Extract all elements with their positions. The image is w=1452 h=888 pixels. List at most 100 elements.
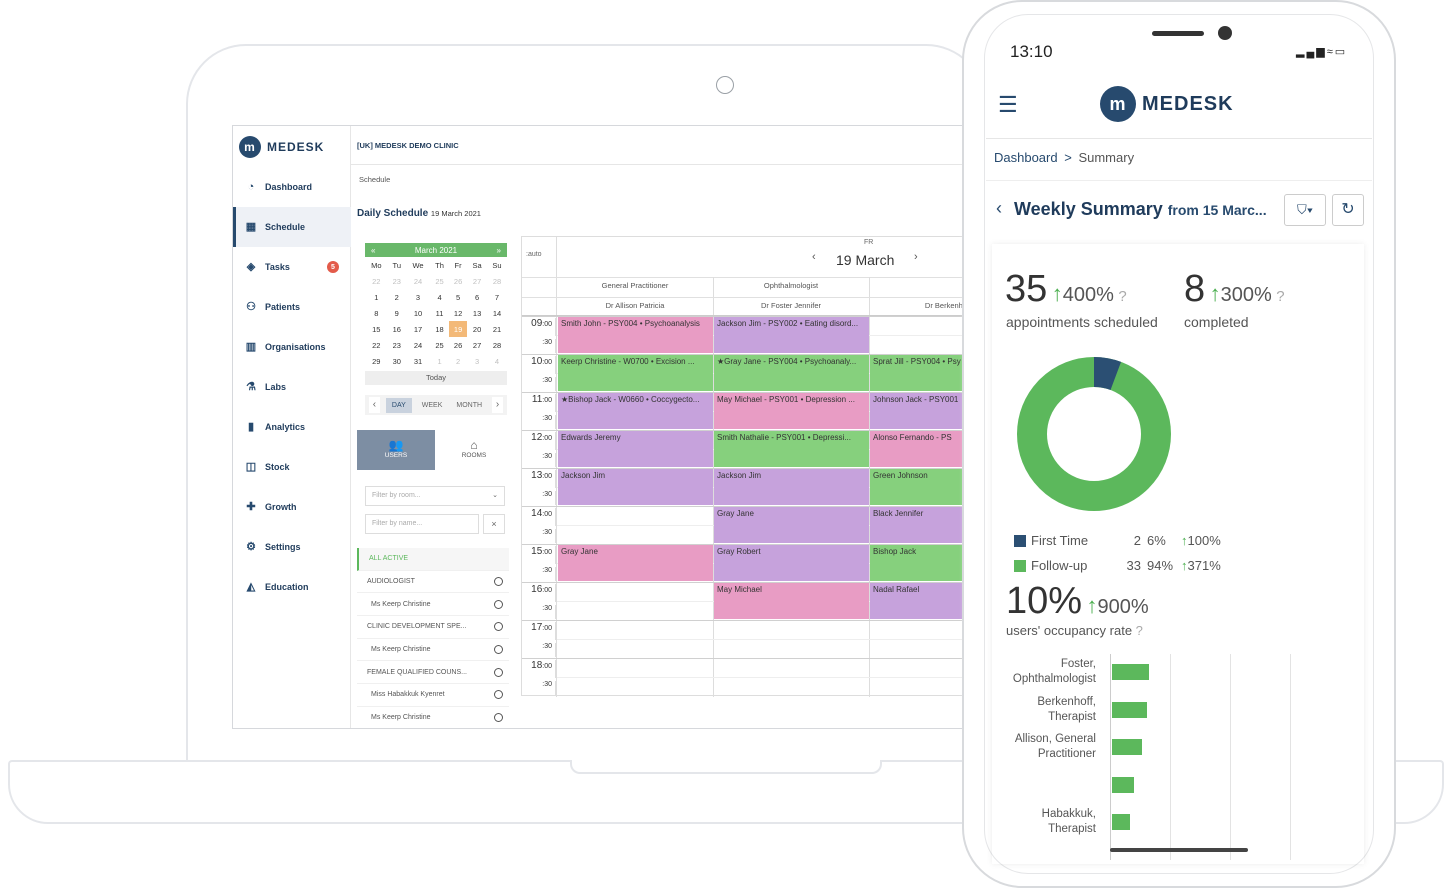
column-doctor[interactable]: Dr Foster Jennifer <box>760 301 822 310</box>
next-date-button[interactable]: › <box>914 251 918 263</box>
view-day[interactable]: DAY <box>385 397 412 413</box>
calendar-day[interactable]: 2 <box>394 292 399 302</box>
breadcrumb[interactable]: Schedule <box>359 175 391 184</box>
refresh-button[interactable]: ↻ <box>1332 194 1364 226</box>
month-label[interactable]: March 2021 <box>414 245 458 255</box>
phone-logo[interactable]: m MEDESK <box>1100 86 1234 122</box>
sidebar-item-labs[interactable]: ⚗ Labs <box>246 381 287 393</box>
calendar-day[interactable]: 22 <box>372 276 381 286</box>
users-toggle[interactable]: 👥 USERS <box>357 430 435 470</box>
radio-circle-icon[interactable] <box>494 690 503 700</box>
calendar-day[interactable]: 29 <box>372 356 381 366</box>
calendar-day[interactable]: 21 <box>492 324 502 334</box>
staff-list-item[interactable]: Ms Keerp Christine <box>357 639 509 662</box>
sidebar-item-analytics[interactable]: ▮ Analytics <box>233 407 351 447</box>
staff-list-item[interactable]: AUDIOLOGIST <box>357 571 509 594</box>
prev-date-button[interactable]: ‹ <box>812 251 816 263</box>
calendar-day[interactable]: 4 <box>437 292 442 302</box>
calendar-day[interactable]: 1 <box>374 292 379 302</box>
calendar-day[interactable]: 22 <box>372 340 381 350</box>
calendar-day[interactable]: 7 <box>494 292 500 302</box>
calendar-day[interactable]: 13 <box>472 308 482 318</box>
calendar-day[interactable]: 31 <box>413 356 423 366</box>
staff-list-item[interactable]: CLINIC DEVELOPMENT SPE... <box>357 616 509 639</box>
filter-button[interactable]: ⛉▾ <box>1284 194 1326 226</box>
calendar-day[interactable]: 1 <box>437 356 442 366</box>
calendar-day[interactable]: 17 <box>413 324 423 334</box>
calendar-day[interactable]: 30 <box>392 356 401 366</box>
calendar-day[interactable]: 26 <box>453 276 463 286</box>
sidebar-item-patients[interactable]: ⚇ Patients <box>246 301 301 313</box>
calendar-day[interactable]: 25 <box>435 340 444 350</box>
calendar-day[interactable]: 20 <box>472 324 482 334</box>
hamburger-menu-icon[interactable]: ☰ <box>998 92 1018 117</box>
calendar-day[interactable]: 24 <box>413 276 423 286</box>
view-month[interactable]: MONTH <box>456 401 483 409</box>
appointment-block[interactable]: Gray Jane <box>714 507 869 544</box>
radio-circle-icon[interactable] <box>494 622 503 632</box>
back-button[interactable]: ‹ <box>996 198 1002 218</box>
radio-circle-icon[interactable] <box>494 713 503 723</box>
column-doctor[interactable]: Dr Allison Patricia <box>605 301 665 310</box>
calendar-day[interactable]: 8 <box>374 308 379 318</box>
calendar-day[interactable]: 14 <box>492 308 502 318</box>
calendar-day[interactable]: 3 <box>474 356 480 366</box>
today-button[interactable]: Today <box>365 371 507 385</box>
calendar-day[interactable]: 11 <box>435 308 444 318</box>
radio-circle-icon[interactable] <box>494 667 503 677</box>
sidebar-item-organisations[interactable]: ▥ Organisations <box>245 341 326 353</box>
calendar-day[interactable]: 10 <box>413 308 423 318</box>
appointment-block[interactable]: Jackson Jim - PSY002 • Eating disord... <box>714 317 869 354</box>
calendar-day[interactable]: 16 <box>392 324 401 334</box>
calendar-day[interactable]: 19 <box>449 321 468 337</box>
app-logo[interactable]: m MEDESK <box>239 136 324 158</box>
sidebar-item-education[interactable]: ◭ Education <box>246 581 309 593</box>
sidebar-item-tasks[interactable]: ◈ Tasks 5 <box>233 247 351 287</box>
clear-filter-button[interactable]: × <box>483 514 505 534</box>
prev-day-button[interactable]: ‹ <box>369 397 380 413</box>
appointment-block[interactable]: May Michael <box>714 583 869 620</box>
calendar-day[interactable]: 28 <box>492 276 502 286</box>
calendar-day[interactable]: 12 <box>453 308 463 318</box>
name-filter-input[interactable]: Filter by name... <box>365 514 479 534</box>
sidebar-item-settings[interactable]: ⚙ Settings <box>246 541 301 553</box>
staff-filter-all-active[interactable]: ALL ACTIVE <box>357 548 509 571</box>
appointment-block[interactable]: Smith John - PSY004 • Psychoanalysis <box>558 317 713 354</box>
appointment-block[interactable]: May Michael - PSY001 • Depression ... <box>714 393 869 430</box>
next-day-button[interactable]: › <box>492 397 503 413</box>
appointment-block[interactable]: Gray Robert <box>714 545 869 582</box>
calendar-day[interactable]: 23 <box>392 276 401 286</box>
occupancy-bar[interactable] <box>1112 777 1134 793</box>
staff-list-item[interactable]: FEMALE QUALIFIED COUNS... <box>357 661 509 685</box>
appointment-block[interactable]: Jackson Jim <box>558 469 713 506</box>
column-doctor[interactable]: Dr Berkenhof <box>924 301 970 310</box>
occupancy-bar[interactable] <box>1112 702 1147 718</box>
radio-circle-icon[interactable] <box>494 577 503 587</box>
calendar-day[interactable]: 15 <box>372 324 381 334</box>
staff-list-item[interactable]: Miss Habakkuk Kyenret <box>357 684 509 707</box>
clinic-name[interactable]: [UK] MEDESK DEMO CLINIC <box>357 141 459 150</box>
appointment-block[interactable]: Gray Jane <box>558 545 713 582</box>
calendar-day[interactable]: 18 <box>435 324 444 334</box>
calendar-day[interactable]: 2 <box>456 356 461 366</box>
calendar-day[interactable]: 28 <box>492 340 502 350</box>
calendar-day[interactable]: 3 <box>415 292 421 302</box>
staff-list-item[interactable]: Ms Keerp Christine <box>357 593 509 617</box>
radio-circle-icon[interactable] <box>494 645 503 655</box>
calendar-day[interactable]: 26 <box>453 340 463 350</box>
calendar-day[interactable]: 23 <box>392 340 401 350</box>
staff-list-item[interactable]: Ms Keerp Christine <box>357 707 509 728</box>
appointment-block[interactable]: ★Bishop Jack - W0660 • Coccygecto... <box>558 393 713 430</box>
calendar-day[interactable]: 25 <box>435 276 444 286</box>
calendar-day[interactable]: 24 <box>413 340 423 350</box>
sidebar-item-growth[interactable]: ✚ Growth <box>246 501 297 513</box>
appointment-block[interactable]: Smith Nathalie - PSY001 • Depressi... <box>714 431 869 468</box>
sidebar-item-stock[interactable]: ◫ Stock <box>245 461 290 473</box>
occupancy-bar[interactable] <box>1112 814 1130 830</box>
calendar-day[interactable]: 6 <box>474 292 480 302</box>
calendar-day[interactable]: 27 <box>472 276 482 286</box>
next-month-button[interactable]: » <box>496 245 501 255</box>
appointment-block[interactable]: Keerp Christine - W0700 • Excision ... <box>558 355 713 392</box>
prev-month-button[interactable]: « <box>371 245 376 255</box>
calendar-day[interactable]: 5 <box>456 292 461 302</box>
